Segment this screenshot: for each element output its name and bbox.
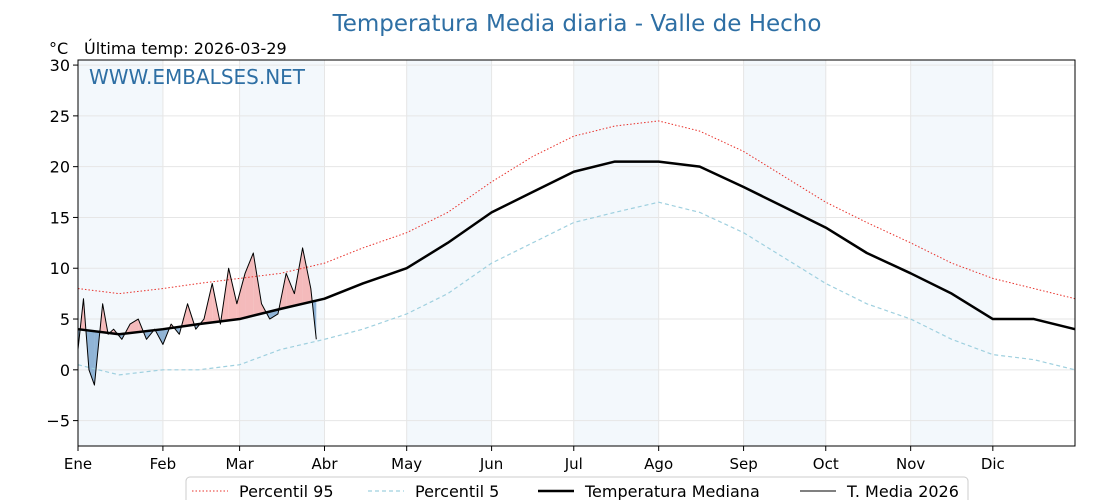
y-tick-label: 15 — [50, 208, 70, 227]
anomaly-area — [294, 247, 303, 306]
y-tick-label: 30 — [50, 56, 70, 75]
legend-label: Temperatura Mediana — [584, 482, 760, 500]
x-tick-label: Abr — [312, 455, 339, 473]
series-lines — [77, 120, 1076, 386]
legend-label: T. Media 2026 — [846, 482, 959, 500]
legend-frame — [185, 476, 969, 500]
x-tick-label: Jul — [564, 455, 583, 473]
y-tick-label: 0 — [60, 361, 70, 380]
anomaly-area — [228, 268, 237, 321]
x-tick-label: Dic — [981, 455, 1005, 473]
x-tick-label: Oct — [813, 455, 839, 473]
x-tick-label: Ene — [64, 455, 92, 473]
legend-label: Percentil 5 — [415, 482, 499, 500]
y-tick-label: 10 — [50, 259, 70, 278]
x-axis: Ene Feb Mar Abr May Jun Jul Ago Sep Oct Nov Dic — [64, 446, 1005, 473]
anomaly-area — [88, 330, 95, 386]
y-tick-label: 25 — [50, 107, 70, 126]
x-tick-label: Jun — [479, 455, 503, 473]
month-band — [239, 60, 325, 446]
x-tick-label: Nov — [896, 455, 925, 473]
anomaly-area — [286, 273, 295, 308]
unit-label: °C — [49, 39, 68, 58]
series-line — [77, 201, 1076, 376]
x-tick-label: Feb — [150, 455, 177, 473]
anomaly-area — [236, 273, 246, 320]
grid-lines — [77, 60, 1075, 446]
y-axis: −5 0 5 10 15 20 25 30 — [46, 56, 78, 431]
series-line — [77, 247, 317, 386]
month-band — [406, 60, 492, 446]
legend: Percentil 95 Percentil 5 Temperatura Media… — [185, 476, 969, 500]
y-tick-label: −5 — [46, 412, 70, 431]
month-band — [573, 60, 659, 446]
chart-title: Temperatura Media diaria - Valle de Hech… — [332, 11, 822, 37]
month-band — [78, 60, 163, 446]
y-tick-label: 5 — [60, 310, 70, 329]
y-tick-label: 20 — [50, 158, 70, 177]
last-temp-label: Última temp: 2026-03-29 — [84, 39, 287, 58]
legend-label: Percentil 95 — [239, 482, 334, 500]
x-tick-label: Sep — [729, 455, 757, 473]
x-tick-label: Ago — [644, 455, 673, 473]
series-line — [77, 160, 1076, 336]
x-tick-label: Mar — [225, 455, 254, 473]
month-band — [910, 60, 993, 446]
x-tick-label: May — [391, 455, 422, 473]
anomaly-area — [130, 319, 139, 333]
month-band — [743, 60, 826, 446]
anomaly-area — [302, 247, 311, 304]
watermark: WWW.EMBALSES.NET — [89, 65, 306, 89]
month-bands — [78, 60, 993, 446]
plot-frame — [77, 59, 1076, 447]
